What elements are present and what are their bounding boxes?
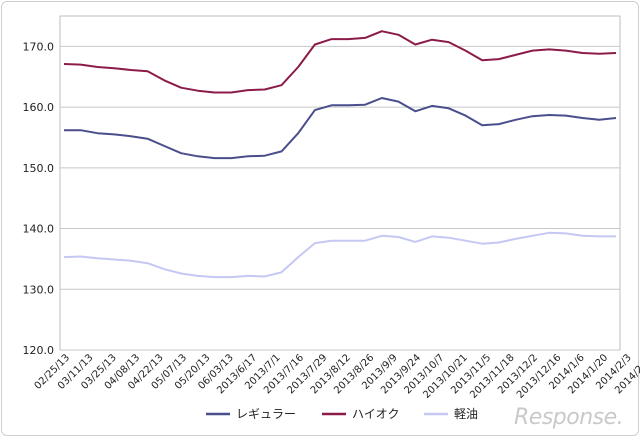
plot-area	[59, 15, 621, 351]
y-tick-label: 120.0	[23, 344, 55, 357]
legend-entry: ハイオク	[352, 407, 400, 421]
y-tick-label: 140.0	[23, 223, 55, 236]
series-line-3	[63, 231, 616, 279]
series-lines	[63, 30, 617, 279]
y-tick-label: 130.0	[23, 283, 55, 296]
series-line-1	[64, 97, 617, 160]
grid-lines	[59, 15, 621, 351]
y-axis-ticks: 120.0 130.0 140.0 150.0 160.0 170.0	[23, 40, 55, 357]
y-tick-label: 170.0	[23, 40, 55, 53]
x-axis-ticks: 02/25/1303/11/1303/25/1304/08/1304/22/13…	[33, 352, 640, 401]
response-watermark: Response.	[514, 405, 623, 430]
y-tick-label: 150.0	[23, 162, 55, 175]
legend: レギュラー ハイオク 軽油	[206, 407, 478, 421]
legend-entry: 軽油	[454, 407, 478, 421]
series-line-2	[63, 30, 617, 94]
y-tick-label: 160.0	[23, 101, 55, 114]
legend-entry: レギュラー	[236, 407, 296, 421]
